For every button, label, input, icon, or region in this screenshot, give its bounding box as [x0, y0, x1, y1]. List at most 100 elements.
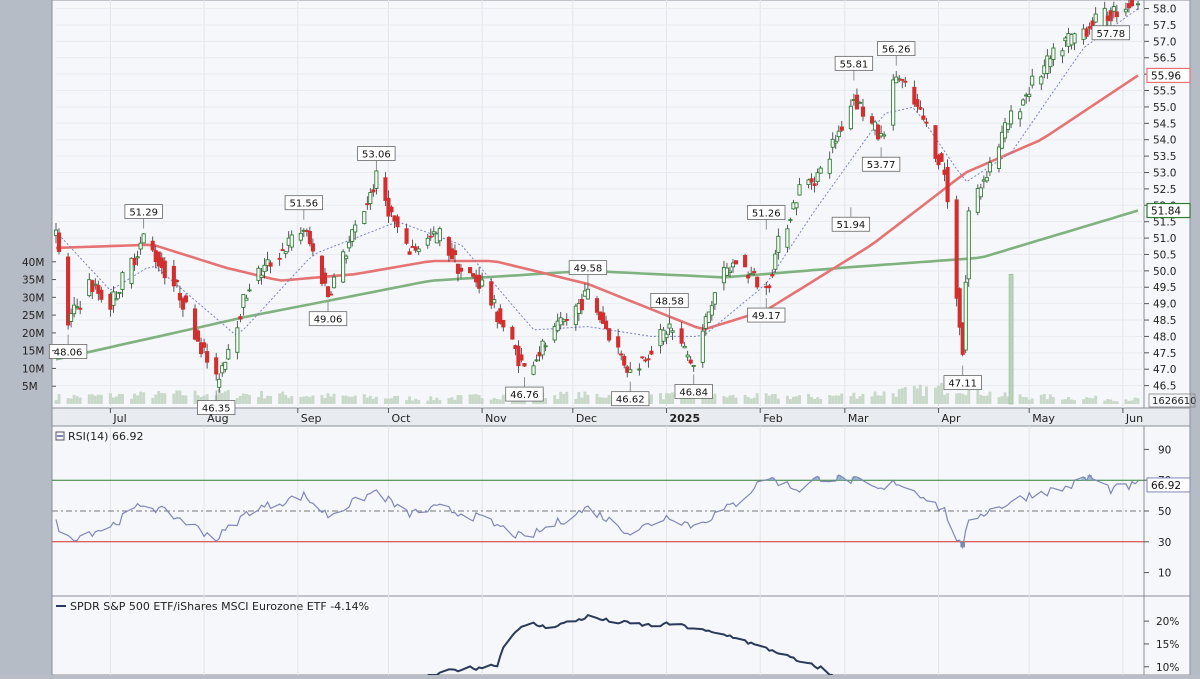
last-price-label: 51.84	[1151, 206, 1181, 218]
volume-bar	[728, 395, 732, 404]
volume-bar	[480, 398, 484, 404]
candle-up	[1039, 76, 1044, 85]
volume-tick-label: 40M	[22, 257, 44, 269]
price-tick-label: 47.0	[1153, 364, 1176, 376]
candle-up	[531, 365, 536, 375]
price-tick-label: 56.5	[1153, 53, 1176, 65]
volume-tick-label: 5M	[22, 381, 38, 393]
volume-bar	[556, 399, 560, 404]
candle-up	[283, 251, 288, 254]
volume-bar	[456, 395, 460, 404]
candle-up	[984, 177, 989, 182]
annotation-box	[877, 41, 916, 57]
volume-bar	[181, 395, 185, 404]
volume-bar	[713, 393, 717, 404]
annotation-box	[48, 344, 88, 359]
price-panel	[51, 0, 1145, 409]
volume-bar	[87, 394, 91, 404]
volume-bar	[764, 393, 768, 404]
volume-tick-label: 35M	[22, 275, 44, 287]
volume-bar	[686, 396, 690, 404]
candle-up	[247, 289, 252, 292]
volume-bar	[368, 395, 372, 404]
volume-bar	[1000, 396, 1004, 404]
volume-bar	[163, 393, 167, 404]
candle-up	[978, 187, 983, 198]
volume-last-label: 1626610	[1152, 396, 1197, 407]
volume-bar	[903, 387, 907, 404]
candle-up	[262, 264, 267, 273]
volume-bar	[976, 385, 980, 404]
candle-down	[643, 359, 648, 362]
volume-bar	[955, 393, 959, 404]
volume-bar	[819, 398, 823, 404]
volume-bar	[269, 395, 273, 404]
rsi-last-label: 66.92	[1151, 480, 1181, 492]
right-gutter	[1190, 0, 1200, 675]
month-label: Jul	[112, 412, 126, 425]
candle-up	[585, 288, 590, 300]
annotation-label: 53.06	[362, 150, 391, 161]
volume-bar	[671, 392, 675, 404]
annotation-label: 48.06	[54, 347, 83, 358]
volume-bar	[453, 399, 457, 404]
candle-up	[416, 248, 421, 253]
candle-down	[646, 358, 651, 361]
volume-bar	[108, 393, 112, 404]
volume-bar	[114, 396, 118, 404]
volume-bar	[1115, 401, 1119, 404]
ratio-series	[427, 613, 833, 676]
volume-bar	[247, 394, 251, 404]
volume-bar	[598, 397, 602, 404]
candle-down	[752, 271, 757, 274]
candle-down	[501, 319, 506, 328]
volume-bar	[746, 397, 750, 404]
price-tick-label: 52.5	[1153, 184, 1176, 196]
volume-bar	[1048, 394, 1052, 404]
candle-down	[900, 78, 905, 81]
volume-spike-bar	[1008, 273, 1014, 405]
candle-down	[458, 267, 464, 272]
candle-down	[183, 295, 189, 303]
candle-up	[1060, 50, 1065, 57]
volume-bar	[1006, 396, 1010, 404]
volume-bar	[858, 396, 862, 404]
price-tick-label: 50.0	[1153, 266, 1176, 278]
volume-bar	[861, 393, 865, 404]
month-label: Sep	[301, 412, 322, 425]
price-tick-label: 53.0	[1153, 167, 1176, 179]
volume-bar	[891, 393, 895, 404]
candle-down	[78, 307, 83, 310]
volume-bar	[1003, 392, 1007, 404]
candle-up	[117, 291, 122, 294]
volume-bar	[263, 398, 267, 404]
candle-down	[277, 257, 282, 260]
volume-bar	[432, 399, 436, 404]
rsi-tick-label: 50	[1158, 506, 1171, 518]
candle-down	[743, 255, 748, 268]
candle-down	[96, 284, 101, 294]
volume-bar	[468, 394, 472, 404]
candle-up	[1027, 93, 1032, 98]
candle-down	[404, 228, 409, 244]
candle-down	[325, 286, 331, 298]
volume-bar	[90, 394, 94, 404]
annotation-box	[861, 156, 901, 172]
volume-bar	[979, 394, 983, 404]
annotation-box	[747, 307, 786, 323]
volume-bar	[1109, 399, 1113, 404]
candle-down	[174, 279, 179, 283]
candle-down	[452, 250, 457, 256]
volume-bar	[1030, 398, 1034, 404]
price-tick-label: 58.0	[1153, 4, 1176, 16]
candle-down	[238, 316, 243, 320]
volume-bar	[876, 395, 880, 404]
candle-up	[664, 333, 669, 339]
candle-down	[957, 288, 962, 328]
volume-bar	[934, 387, 937, 404]
candle-down	[510, 326, 515, 340]
candle-down	[428, 235, 433, 238]
volume-bar	[734, 397, 738, 404]
